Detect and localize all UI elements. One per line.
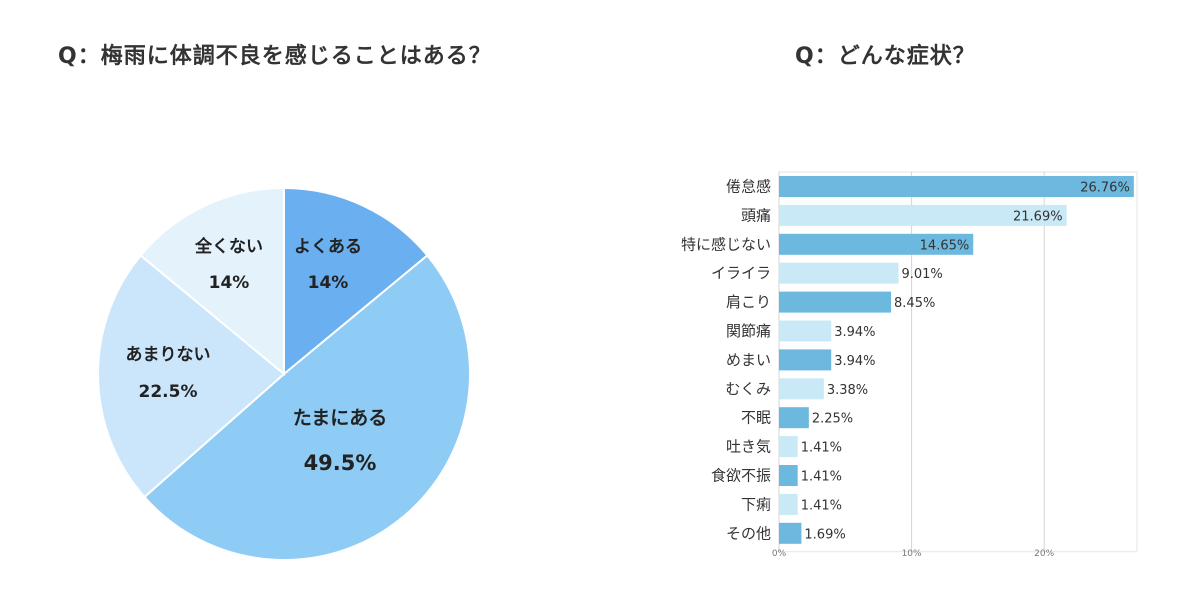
category-label: 倦怠感 xyxy=(726,178,771,196)
pie-slice xyxy=(283,186,429,377)
pie-slice-value: 49.5% xyxy=(304,451,377,475)
category-label: 特に感じない xyxy=(681,235,771,253)
pie-slice xyxy=(143,254,471,561)
x-tick-label: 0% xyxy=(772,549,787,559)
category-label: 不眠 xyxy=(741,409,771,427)
category-label: イライラ xyxy=(711,264,771,282)
category-label: 関節痛 xyxy=(726,322,771,340)
bar xyxy=(779,176,1134,197)
pie-slice-label: あまりない xyxy=(126,345,211,365)
category-label: むくみ xyxy=(725,380,771,398)
pie-slice xyxy=(139,186,285,377)
bar xyxy=(779,436,798,458)
category-label: めまい xyxy=(726,351,771,369)
data-label: 26.76% xyxy=(1080,181,1130,196)
pie-chart: よくある 14% たまにある 49.5% あまりない 22.5% 全くない 14% xyxy=(97,186,471,561)
bar xyxy=(779,291,892,313)
bar xyxy=(779,262,899,284)
data-label: 1.41% xyxy=(801,441,842,456)
data-label: 9.01% xyxy=(901,267,942,282)
data-label: 21.69% xyxy=(1013,209,1063,224)
bar xyxy=(779,493,798,515)
data-label: 1.69% xyxy=(804,527,845,542)
bar xyxy=(779,465,798,486)
pie-slice-value: 14% xyxy=(209,273,250,293)
category-label: 吐き気 xyxy=(726,438,771,456)
data-label: 3.38% xyxy=(827,383,868,398)
data-label: 1.41% xyxy=(801,470,842,485)
plot-area xyxy=(778,171,1138,553)
category-label: その他 xyxy=(726,524,771,542)
pie-slice-label: たまにある xyxy=(293,407,387,429)
data-label: 8.45% xyxy=(894,296,935,311)
x-tick-label: 10% xyxy=(902,549,922,559)
category-label: 食欲不振 xyxy=(711,467,771,485)
pie-slice xyxy=(97,254,286,499)
bar xyxy=(779,349,832,371)
data-label: 14.65% xyxy=(920,238,970,253)
pie-slice-value: 22.5% xyxy=(139,382,198,402)
category-label: 肩こり xyxy=(726,293,771,311)
category-label: 頭痛 xyxy=(741,206,771,224)
bar-chart-title: Q：どんな症状？ xyxy=(795,44,976,69)
x-tick-label: 20% xyxy=(1034,549,1054,559)
data-label: 1.41% xyxy=(801,498,842,513)
pie-slice-label: よくある xyxy=(294,237,362,257)
bar xyxy=(779,233,974,255)
category-label: 下痢 xyxy=(741,495,771,513)
bar xyxy=(779,407,809,429)
bar xyxy=(779,378,824,400)
bar xyxy=(779,522,802,544)
data-label: 2.25% xyxy=(812,412,853,427)
pie-chart-title: Q：梅雨に体調不良を感じることはある？ xyxy=(58,44,492,69)
data-label: 3.94% xyxy=(834,354,875,369)
pie-slice-label: 全くない xyxy=(194,236,263,257)
bar xyxy=(779,320,832,342)
data-label: 3.94% xyxy=(834,325,875,340)
pie-slice-value: 14% xyxy=(308,273,349,293)
bar xyxy=(779,204,1067,226)
